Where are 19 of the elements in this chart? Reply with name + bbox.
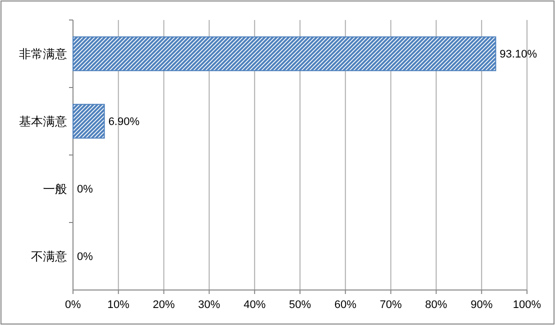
x-tick-label: 60% — [334, 299, 357, 311]
x-tick-label: 80% — [425, 299, 448, 311]
data-label: 6.90% — [108, 116, 140, 128]
data-label: 93.10% — [500, 48, 538, 61]
x-tick-label: 70% — [380, 299, 402, 311]
x-tick-label: 20% — [152, 299, 176, 311]
y-tick-label: 不满意 — [31, 249, 67, 264]
x-tick-label: 10% — [107, 299, 130, 311]
x-tick-label: 90% — [470, 299, 493, 311]
y-tick-label: 一般 — [43, 182, 67, 196]
x-tick-label: 50% — [288, 299, 312, 311]
data-label: 0% — [77, 184, 94, 196]
y-tick-label: 基本满意 — [19, 114, 67, 128]
x-tick-label: 0% — [65, 299, 82, 311]
x-tick-label: 30% — [198, 299, 220, 311]
y-tick-label: 非常满意 — [19, 46, 67, 61]
data-label: 0% — [77, 251, 94, 264]
x-tick-label: 40% — [244, 299, 266, 311]
x-tick-label: 100% — [512, 299, 542, 311]
